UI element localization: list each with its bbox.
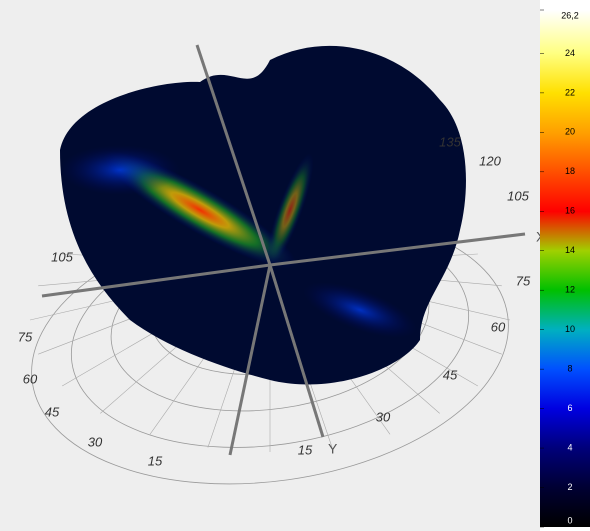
angle-label: 135 — [439, 134, 461, 149]
colorbar-label: 16 — [565, 206, 575, 216]
colorbar-label: 26,2 — [561, 10, 579, 20]
colorbar-label: 0 — [567, 515, 572, 525]
angle-label: 45 — [443, 367, 458, 382]
axis-label: Y — [328, 441, 338, 457]
colorbar-label: 8 — [567, 364, 572, 374]
colorbar-label: 6 — [567, 403, 572, 413]
angle-label: 60 — [23, 371, 38, 386]
surface-glow — [60, 145, 180, 195]
angle-label: 105 — [51, 249, 73, 264]
angle-label: 75 — [18, 329, 33, 344]
angle-label: 105 — [507, 188, 529, 203]
angle-label: 15 — [148, 453, 163, 468]
colorbar-label: 14 — [565, 245, 575, 255]
angle-label: 60 — [491, 319, 506, 334]
colorbar-label: 22 — [565, 87, 575, 97]
colorbar-label: 12 — [565, 285, 575, 295]
angle-label: 75 — [516, 273, 531, 288]
angle-label: 30 — [376, 409, 391, 424]
colorbar-label: 10 — [565, 324, 575, 334]
angle-label: 45 — [45, 404, 60, 419]
angle-label: 120 — [479, 153, 501, 168]
colorbar-label: 24 — [565, 48, 575, 58]
angle-label: 15 — [298, 442, 313, 457]
colorbar-fill — [540, 10, 590, 527]
colorbar-label: 20 — [565, 127, 575, 137]
colorbar-label: 2 — [567, 482, 572, 492]
surface-highlight — [266, 153, 314, 267]
surface-glow — [303, 282, 417, 338]
colorbar-label: 18 — [565, 166, 575, 176]
colorbar-label: 4 — [567, 442, 572, 452]
angle-label: 30 — [88, 434, 103, 449]
axes — [41, 44, 526, 456]
